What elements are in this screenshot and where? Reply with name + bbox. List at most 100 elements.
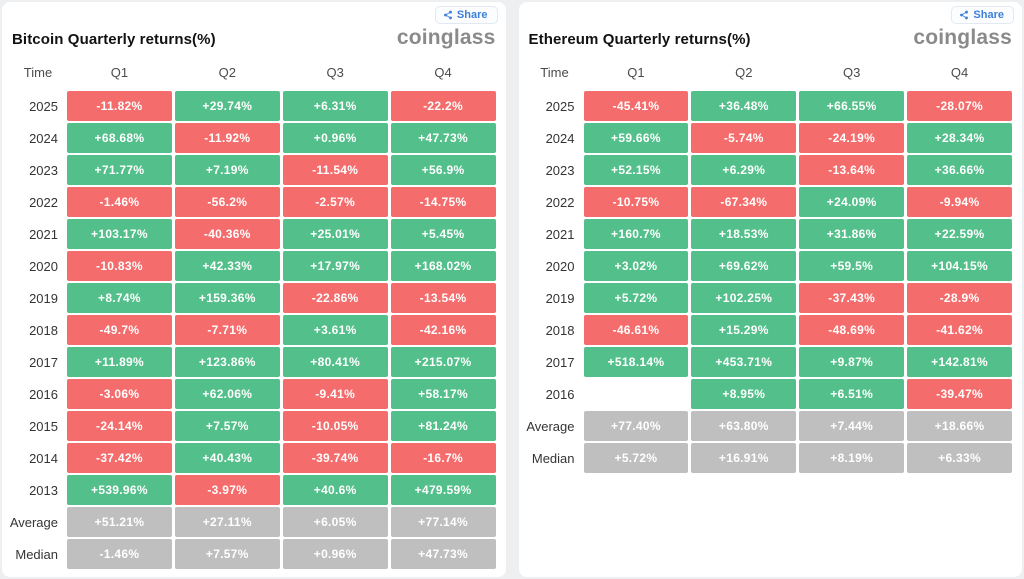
return-cell: +0.96% [282,123,388,153]
return-cell: +102.25% [691,283,797,313]
return-cell: +25.01% [282,219,388,249]
column-header-q2: Q2 [218,65,236,80]
return-cell: +17.97% [282,251,388,281]
table-row: 2018 -46.61% +15.29% -48.69% -41.62% [529,315,1012,345]
return-cell: -3.97% [174,475,280,505]
return-cell: +51.21% [67,507,172,537]
return-cell: +59.5% [799,251,905,281]
row-label: Average [526,418,575,434]
return-cell: +42.33% [174,251,280,281]
return-cell: -28.9% [907,283,1012,313]
column-header-time: Time [540,65,569,80]
column-header-q3: Q3 [843,65,861,80]
panel-title: Ethereum Quarterly returns(%) [528,31,751,48]
return-cell: +62.06% [174,379,280,409]
return-cell: +69.62% [691,251,797,281]
table-row: 2022 -10.75% -67.34% +24.09% -9.94% [529,187,1012,217]
row-label: 2021 [29,226,58,242]
column-header-q4: Q4 [950,65,969,80]
row-label: Median [15,546,58,562]
return-cell: +56.9% [390,155,496,185]
return-cell: -49.7% [67,315,172,345]
return-cell: +6.05% [282,507,388,537]
panel-header: Ethereum Quarterly returns(%) coinglass [529,2,1013,48]
return-cell: -1.46% [67,539,172,569]
return-cell: -40.36% [174,219,280,249]
column-header-time: Time [23,65,53,80]
return-cell: +22.59% [907,219,1012,249]
bitcoin-panel: Share Bitcoin Quarterly returns(%) coing… [2,2,506,577]
return-cell: +71.77% [67,155,172,185]
return-cell: -10.05% [282,411,388,441]
row-label: 2022 [545,194,575,210]
share-button[interactable]: Share [434,6,498,24]
row-label: 2024 [29,130,58,146]
column-header-q1: Q1 [110,65,129,80]
return-cell: +77.40% [583,411,689,441]
column-header-q4: Q4 [434,65,452,80]
return-cell: -45.41% [583,91,689,121]
row-label: 2016 [29,386,58,402]
return-cell: +7.57% [174,539,280,569]
return-cell: +479.59% [390,475,496,505]
column-header-q3: Q3 [326,65,344,80]
share-label: Share [973,9,1004,21]
return-cell: +160.7% [583,219,689,249]
row-label: 2023 [29,162,58,178]
row-label: 2015 [29,418,58,434]
return-cell: -13.64% [799,155,905,185]
table-row: 2019 +8.74% +159.36% -22.86% -13.54% [12,283,496,313]
return-cell: +539.96% [67,475,172,505]
table-row: 2022 -1.46% -56.2% -2.57% -14.75% [12,187,496,217]
row-label: 2020 [29,258,58,274]
return-cell: -5.74% [691,123,797,153]
return-cell: +16.91% [691,443,797,473]
row-label: 2019 [545,290,575,306]
return-cell: +29.74% [174,91,280,121]
return-cell: +8.95% [691,379,797,409]
table-row: 2017 +11.89% +123.86% +80.41% +215.07% [12,347,496,377]
return-cell: +18.66% [907,411,1012,441]
share-button[interactable]: Share [951,6,1014,24]
row-label: 2024 [545,130,575,146]
table-row: 2025 -45.41% +36.48% +66.55% -28.07% [529,91,1012,121]
table-row: Median +5.72% +16.91% +8.19% +6.33% [529,443,1012,473]
return-cell: -37.43% [799,283,905,313]
return-cell: +6.31% [282,91,388,121]
row-label: 2017 [29,354,58,370]
return-cell: +6.33% [907,443,1012,473]
table-row: 2013 +539.96% -3.97% +40.6% +479.59% [12,475,496,505]
return-cell: +6.29% [691,155,797,185]
return-cell: -14.75% [390,187,496,217]
return-cell: +453.71% [691,347,797,377]
return-cell: -9.41% [282,379,388,409]
coinglass-logo: coinglass [396,26,496,49]
return-cell: +47.73% [390,123,496,153]
table-header: Time Q1 Q2 Q3 Q4 [12,65,496,80]
table-row: 2023 +71.77% +7.19% -11.54% +56.9% [12,155,496,185]
return-cell: -67.34% [691,187,797,217]
table-row: 2025 -11.82% +29.74% +6.31% -22.2% [12,91,496,121]
return-cell: +15.29% [691,315,797,345]
return-cell: +142.81% [907,347,1012,377]
return-cell: -22.2% [390,91,496,121]
row-label: 2021 [545,226,575,242]
column-header-q1: Q1 [627,65,645,80]
return-cell: +5.72% [583,283,689,313]
return-cell: +7.19% [174,155,280,185]
return-cell: -46.61% [583,315,689,345]
row-label: 2014 [29,450,58,466]
table-row: 2016 +8.95% +6.51% -39.47% [529,379,1012,409]
share-label: Share [456,9,488,21]
return-cell: +8.74% [67,283,172,313]
return-cell: -39.74% [282,443,388,473]
return-cell: -42.16% [390,315,496,345]
return-cell: +36.66% [907,155,1012,185]
return-cell: +103.17% [67,219,172,249]
return-cell: +6.51% [799,379,905,409]
return-cell: +11.89% [67,347,172,377]
return-cell: +40.6% [282,475,388,505]
return-cell: +58.17% [390,379,496,409]
return-cell: -56.2% [174,187,280,217]
table-header: Time Q1 Q2 Q3 Q4 [529,65,1013,80]
